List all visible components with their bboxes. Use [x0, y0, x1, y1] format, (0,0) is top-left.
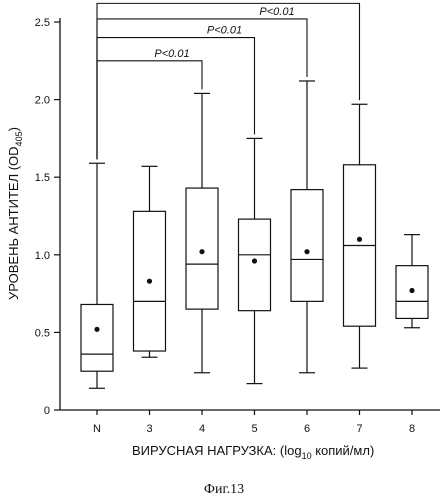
x-axis-title: ВИРУСНАЯ НАГРУЗКА: (log10 копий/мл): [132, 443, 374, 461]
y-axis: 0 0.5 1.0 1.5 2.0 2.5: [35, 17, 60, 417]
y-axis-title: УРОВЕНЬ АНТИТЕЛ (OD405): [6, 127, 24, 300]
significance-label: P<0.01: [154, 48, 189, 60]
box-iqr: [81, 304, 113, 371]
x-axis-title-rest: копий/мл): [312, 443, 375, 458]
significance-label: P<0.01: [312, 0, 347, 2]
box-6: [291, 81, 323, 373]
x-axis: N 3 4 5 6 7 8: [60, 410, 440, 435]
mean-point: [94, 327, 99, 332]
mean-point: [147, 279, 152, 284]
significance-brackets: P<0.01 P<0.01 P<0.01 P<0.01: [97, 0, 360, 159]
box-4: [186, 93, 218, 372]
mean-point: [252, 258, 257, 263]
significance-N-4: P<0.01: [97, 48, 202, 159]
x-tick-label: 8: [409, 423, 415, 435]
y-ticks: 0 0.5 1.0 1.5 2.0 2.5: [35, 17, 60, 417]
box-5: [239, 138, 271, 383]
y-axis-title-main: УРОВЕНЬ АНТИТЕЛ (OD: [6, 146, 21, 300]
significance-label: P<0.01: [207, 25, 242, 37]
x-tick-label: 5: [251, 423, 257, 435]
x-tick-label: N: [93, 423, 101, 435]
y-tick-label: 1.5: [35, 172, 50, 184]
box-N: [81, 163, 113, 388]
box-iqr: [239, 219, 271, 311]
mean-point: [409, 288, 414, 293]
significance-label: P<0.01: [259, 6, 294, 18]
mean-point: [199, 249, 204, 254]
mean-point: [357, 237, 362, 242]
x-axis-title-subscript: 10: [302, 451, 312, 461]
box-3: [134, 166, 166, 357]
y-tick-label: 0.5: [35, 327, 50, 339]
x-tick-label: 4: [199, 423, 205, 435]
significance-bracket: [97, 61, 202, 159]
box-iqr: [186, 188, 218, 309]
mean-point: [304, 249, 309, 254]
y-axis-title-close: ): [6, 127, 21, 131]
y-tick-label: 1.0: [35, 250, 50, 262]
y-axis-title-subscript: 405: [14, 131, 24, 146]
y-tick-label: 2.0: [35, 95, 50, 107]
y-tick-label: 0: [44, 405, 50, 417]
x-tick-label: 7: [356, 423, 362, 435]
box-iqr: [291, 190, 323, 302]
x-axis-title-main: ВИРУСНАЯ НАГРУЗКА: (log: [132, 443, 302, 458]
x-tick-label: 6: [304, 423, 310, 435]
box-7: [344, 104, 376, 368]
figure-caption: Фиг.13: [204, 482, 244, 497]
y-tick-label: 2.5: [35, 17, 50, 29]
x-ticks: N 3 4 5 6 7 8: [93, 410, 415, 435]
significance-N-5: P<0.01: [97, 25, 255, 160]
box-8: [396, 235, 428, 328]
x-tick-label: 3: [146, 423, 152, 435]
